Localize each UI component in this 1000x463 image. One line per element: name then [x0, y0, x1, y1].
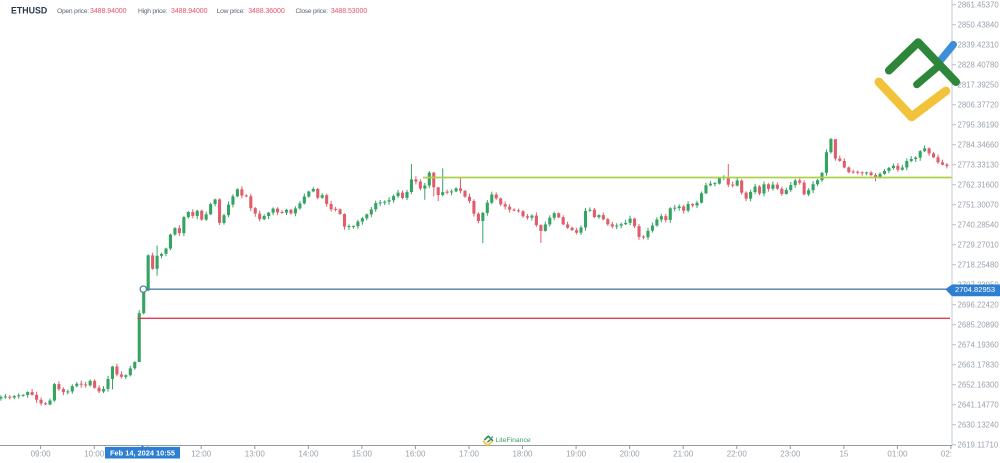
- svg-text:2652.16300: 2652.16300: [958, 380, 1000, 389]
- svg-text:23:00: 23:00: [780, 449, 801, 458]
- svg-text:Close price:: Close price:: [296, 8, 329, 15]
- svg-text:2784.34660: 2784.34660: [958, 140, 1000, 149]
- svg-text:2773.33130: 2773.33130: [958, 160, 1000, 169]
- svg-text:2795.36190: 2795.36190: [958, 120, 1000, 129]
- svg-text:3488.53000: 3488.53000: [331, 8, 368, 15]
- svg-text:2806.37720: 2806.37720: [958, 100, 1000, 109]
- svg-text:2751.30070: 2751.30070: [958, 200, 1000, 209]
- svg-text:LiteFinance: LiteFinance: [496, 437, 531, 444]
- svg-text:2718.25480: 2718.25480: [958, 260, 1000, 269]
- svg-text:09:00: 09:00: [31, 449, 52, 458]
- svg-text:3488.94000: 3488.94000: [90, 8, 127, 15]
- svg-text:21:00: 21:00: [673, 449, 694, 458]
- svg-text:ETHUSD: ETHUSD: [11, 5, 47, 15]
- svg-text:10:00: 10:00: [84, 449, 105, 458]
- svg-text:2641.14770: 2641.14770: [958, 400, 1000, 409]
- svg-text:2685.20890: 2685.20890: [958, 320, 1000, 329]
- svg-text:Low price:: Low price:: [217, 8, 245, 15]
- svg-text:02:00: 02:00: [941, 449, 962, 458]
- svg-text:2674.19360: 2674.19360: [958, 340, 1000, 349]
- svg-text:3488.36000: 3488.36000: [248, 8, 285, 15]
- svg-text:2762.31600: 2762.31600: [958, 180, 1000, 189]
- svg-text:3488.94000: 3488.94000: [171, 8, 208, 15]
- svg-text:2630.13240: 2630.13240: [958, 420, 1000, 429]
- svg-text:12:00: 12:00: [191, 449, 212, 458]
- svg-text:2828.40780: 2828.40780: [958, 60, 1000, 69]
- svg-text:2817.39250: 2817.39250: [958, 80, 1000, 89]
- svg-text:2696.22420: 2696.22420: [958, 300, 1000, 309]
- svg-text:15:00: 15:00: [352, 449, 373, 458]
- svg-text:Feb 14, 2024 10:55: Feb 14, 2024 10:55: [110, 448, 175, 457]
- svg-text:13:00: 13:00: [245, 449, 266, 458]
- svg-text:18:00: 18:00: [512, 449, 533, 458]
- svg-text:16:00: 16:00: [405, 449, 426, 458]
- svg-text:2704.82953: 2704.82953: [955, 285, 995, 294]
- svg-text:19:00: 19:00: [566, 449, 587, 458]
- svg-text:2861.45370: 2861.45370: [958, 0, 1000, 9]
- svg-text:15: 15: [839, 449, 848, 458]
- svg-text:14:00: 14:00: [298, 449, 319, 458]
- svg-text:17:00: 17:00: [459, 449, 480, 458]
- svg-text:01:00: 01:00: [887, 449, 908, 458]
- svg-text:2663.17830: 2663.17830: [958, 360, 1000, 369]
- svg-text:2729.27010: 2729.27010: [958, 240, 1000, 249]
- svg-text:2619.11710: 2619.11710: [958, 440, 999, 449]
- svg-text:20:00: 20:00: [620, 449, 641, 458]
- svg-text:2740.28540: 2740.28540: [958, 220, 1000, 229]
- svg-text:High price:: High price:: [138, 8, 168, 15]
- svg-text:Open price:: Open price:: [57, 8, 89, 15]
- svg-text:2839.42310: 2839.42310: [958, 40, 1000, 49]
- svg-text:2850.43840: 2850.43840: [958, 20, 1000, 29]
- svg-text:22:00: 22:00: [727, 449, 748, 458]
